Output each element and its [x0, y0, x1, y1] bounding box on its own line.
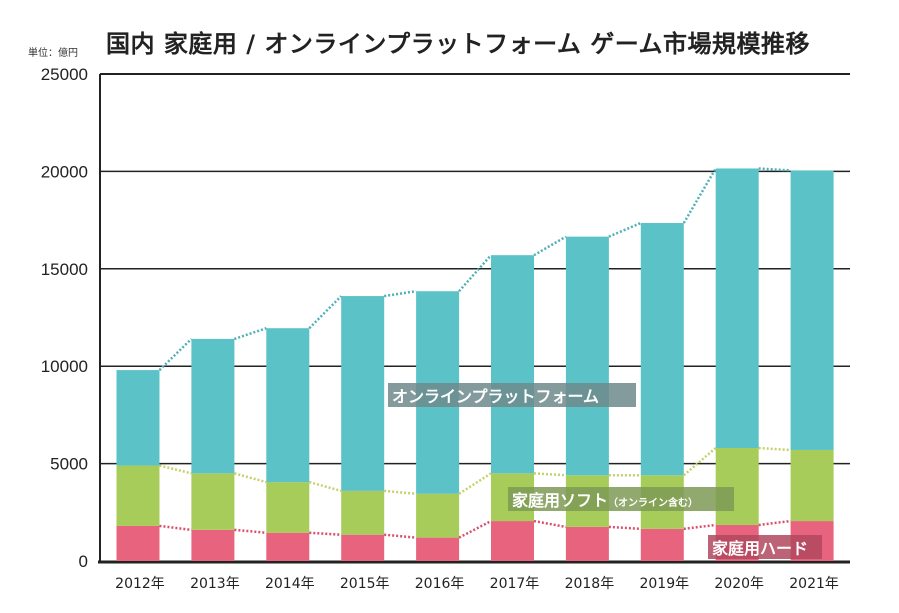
connector-line [533, 235, 567, 257]
connector-line [384, 489, 417, 496]
bar-segment [416, 493, 460, 538]
series-label-software-bg [508, 487, 734, 511]
connector-line [758, 519, 791, 527]
connector-line [533, 472, 566, 477]
connector-line [758, 446, 791, 452]
x-tick-label: 2019年 [639, 576, 689, 592]
bar-segment [790, 449, 834, 522]
connector-line [683, 523, 716, 531]
connector-line [758, 167, 791, 172]
x-tick-label: 2020年 [714, 576, 764, 592]
bar-segment [715, 168, 759, 449]
series-label-hardware: 家庭用ハード [712, 539, 808, 558]
x-tick-label: 2013年 [190, 576, 240, 592]
y-tick-label: 10000 [41, 357, 88, 376]
series-label-hardware-bg [708, 535, 822, 559]
connector-line [234, 528, 267, 534]
unit-label: 単位：億円 [28, 48, 78, 59]
connector-line [159, 464, 192, 475]
connector-line [608, 221, 642, 238]
y-tick-label: 15000 [41, 260, 88, 279]
connector-line [608, 525, 641, 531]
y-tick-label: 25000 [41, 65, 88, 84]
bar-segment [191, 473, 235, 530]
bar-segment [266, 328, 310, 483]
bar-segment [640, 528, 684, 561]
bar-segment [565, 236, 609, 476]
connector-line [458, 519, 492, 539]
connector-line [308, 295, 343, 330]
bar-segment [116, 465, 160, 526]
connector-line [682, 167, 717, 224]
bar-segment [491, 255, 534, 474]
bar-segment [191, 529, 235, 561]
connector-line [308, 480, 342, 493]
x-tick-label: 2016年 [415, 576, 465, 592]
connector-line [159, 524, 192, 532]
connector-line [158, 338, 193, 371]
connector-line [234, 472, 267, 484]
x-tick-label: 2018年 [565, 576, 615, 592]
y-tick-label: 0 [79, 552, 88, 571]
bar-segment [266, 532, 310, 561]
bar-segment [790, 170, 834, 450]
connector-line [682, 447, 717, 477]
connector-line [458, 254, 492, 293]
connector-line [533, 519, 567, 529]
bar-segment [116, 370, 160, 466]
bar-segment [341, 296, 385, 491]
bar-segment [491, 521, 534, 561]
x-tick-label: 2021年 [789, 576, 839, 592]
chart-title: 国内 家庭用 / オンラインプラットフォーム ゲーム市場規模推移 [106, 30, 811, 58]
connector-line [309, 531, 342, 536]
x-tick-label: 2015年 [340, 576, 390, 592]
bar-segment [715, 448, 759, 525]
connector-line [234, 327, 267, 341]
connector-line [384, 289, 417, 298]
series-label-online-bg [388, 383, 636, 407]
bar-segment [266, 482, 310, 533]
x-tick-label: 2017年 [490, 576, 540, 592]
series-label-online: オンラインプラットフォーム [392, 387, 599, 406]
bar-segment [416, 537, 460, 561]
bar-segment [341, 490, 385, 535]
y-tick-label: 20000 [41, 162, 88, 181]
y-tick-label: 5000 [50, 455, 88, 474]
bar-segment [640, 223, 684, 476]
bar-segment [116, 525, 160, 561]
x-tick-label: 2014年 [265, 576, 315, 592]
bar-segment [191, 338, 235, 474]
series-label-note: （オンライン含む） [608, 496, 698, 509]
connector-line [384, 533, 417, 539]
bar-segment [565, 526, 609, 561]
connector-line [458, 472, 492, 495]
bar-segment [341, 534, 385, 561]
x-tick-label: 2012年 [115, 576, 165, 592]
